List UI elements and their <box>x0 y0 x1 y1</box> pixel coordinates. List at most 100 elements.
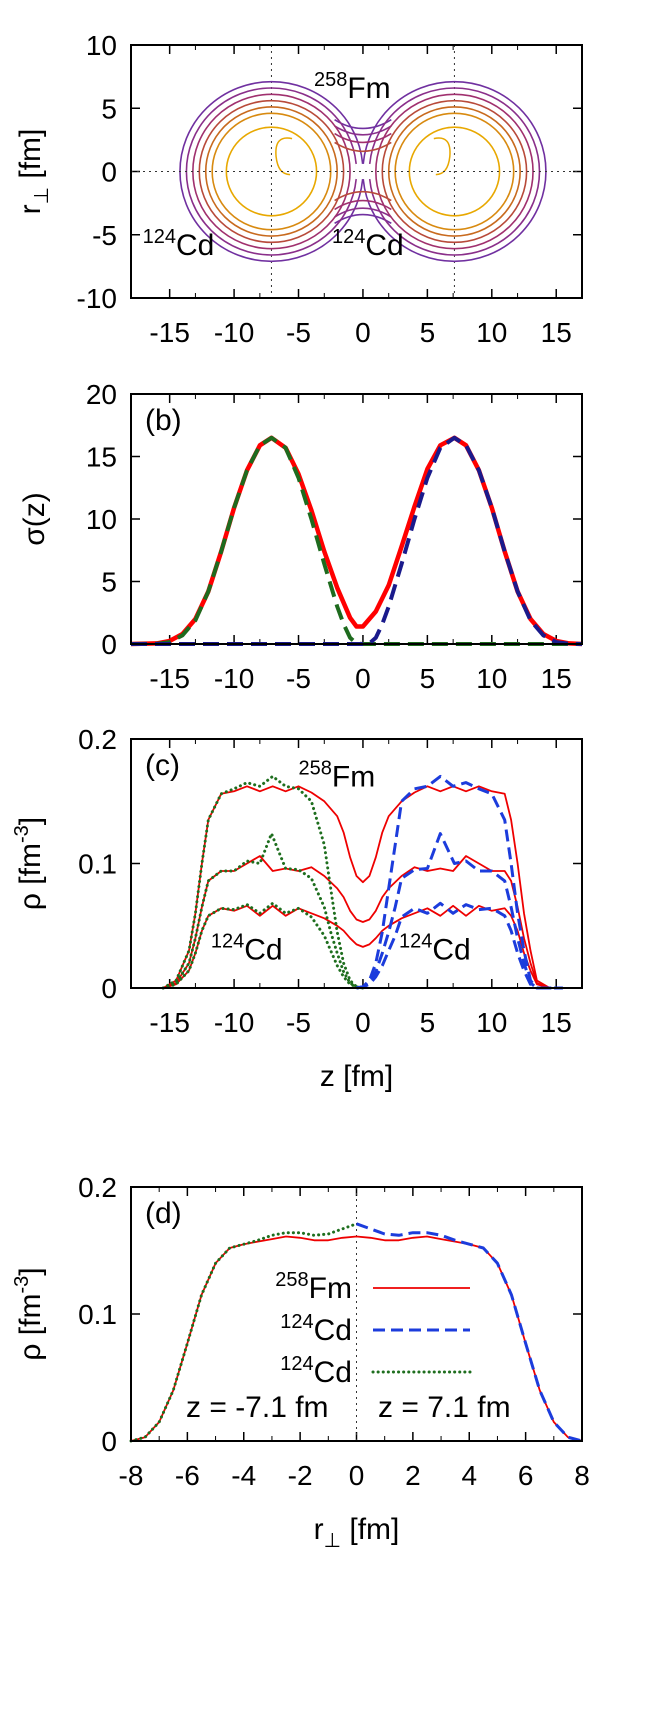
series-line-cd_right <box>355 1222 583 1443</box>
y-axis-label-a-rest: [fm] <box>14 129 47 187</box>
nucleus-label-cd_right-symbol: Cd <box>365 229 403 262</box>
contour-line <box>408 126 501 217</box>
panel-tag: (b) <box>145 404 182 437</box>
x-tick-label: 8 <box>574 1460 590 1491</box>
panel-tag: (c) <box>145 749 180 782</box>
y-axis-label-close: ] <box>14 1267 47 1275</box>
y-axis-label-text: ρ [fm <box>14 1294 47 1361</box>
y-axis-label: ρ [fm-3] <box>11 817 47 910</box>
x-tick-label: -5 <box>286 663 311 694</box>
contour-line <box>198 99 345 244</box>
contour-neck <box>334 141 392 153</box>
nucleus-label-cd_left-symbol: Cd <box>244 933 282 966</box>
legend-mass: 124 <box>280 1311 313 1333</box>
nucleus-label-cd_left-mass: 124 <box>211 930 244 952</box>
x-tick-label: 15 <box>541 317 572 348</box>
y-tick-label: 0.1 <box>78 1299 117 1330</box>
panel-tag: (d) <box>145 1197 182 1230</box>
series-line-fm <box>130 1235 583 1442</box>
y-tick-label: 15 <box>86 442 117 473</box>
y-axis-label-a: r⊥ [fm] <box>14 129 53 215</box>
y-tick-label: -5 <box>92 220 117 251</box>
series-line-left_r3 <box>161 901 365 990</box>
nucleus-label-cd_right-symbol: Cd <box>432 933 470 966</box>
y-tick-label: 0 <box>101 157 117 188</box>
plot-frame <box>130 44 583 299</box>
contour-inner <box>433 137 451 176</box>
x-tick-label: 5 <box>420 317 436 348</box>
y-tick-label: 5 <box>101 93 117 124</box>
nucleus-label-fm-mass: 258 <box>314 69 347 91</box>
legend-symbol: Cd <box>314 1314 352 1347</box>
neck-gap <box>355 163 371 180</box>
y-tick-label: 0.2 <box>78 1172 117 1203</box>
legend-label-cd_left: 124Cd <box>280 1353 352 1389</box>
x-tick-label: -10 <box>214 1007 254 1038</box>
legend-mass: 258 <box>275 1269 308 1291</box>
series-line-left_r2 <box>161 832 365 990</box>
y-tick-label: 0 <box>101 1426 117 1457</box>
x-axis-label: z [fm] <box>320 1060 393 1093</box>
nucleus-label-fm-mass: 258 <box>299 757 332 779</box>
contour-neck <box>334 199 392 211</box>
x-tick-label: 0 <box>355 317 371 348</box>
y-tick-label: -10 <box>77 283 117 314</box>
legend-symbol: Fm <box>309 1272 352 1305</box>
x-tick-label: -15 <box>149 317 189 348</box>
series-line-cd_left <box>129 1222 358 1443</box>
x-axis-label-sub: ⊥ <box>324 1530 341 1552</box>
x-tick-label: 5 <box>420 1007 436 1038</box>
y-tick-label: 0.1 <box>78 849 117 880</box>
x-tick-label: 0 <box>349 1460 365 1491</box>
x-tick-label: 15 <box>541 1007 572 1038</box>
nucleus-label-cd_right-mass: 124 <box>399 930 432 952</box>
series-line-total_r2 <box>162 855 563 989</box>
legend-symbol: Cd <box>314 1356 352 1389</box>
contour-line <box>387 106 521 237</box>
nucleus-label-cd_left: 124Cd <box>143 226 215 262</box>
panel-b-sigma-plot: -15 -10 -5 0 5 10 15 0 5 10 15 20 (b) σ(z) <box>18 379 583 694</box>
x-axis-label-text: r <box>314 1513 324 1546</box>
contour-neck <box>334 132 392 144</box>
x-tick-label: -10 <box>214 317 254 348</box>
y-axis-label-text: ρ [fm <box>14 843 47 910</box>
contour-line <box>225 126 318 217</box>
y-tick-label: 0 <box>101 629 117 660</box>
legend-label-fm: 258Fm <box>275 1269 352 1305</box>
x-tick-label: -2 <box>288 1460 313 1491</box>
plot-frame <box>130 393 583 645</box>
x-tick-label: -15 <box>149 663 189 694</box>
y-tick-label: 10 <box>86 504 117 535</box>
contour-inner <box>275 137 293 176</box>
x-tick-label: -15 <box>149 1007 189 1038</box>
series-line-left_r0 <box>161 774 365 990</box>
y-axis-label-close: ] <box>14 817 47 825</box>
x-tick-label: 10 <box>476 663 507 694</box>
x-tick-label: 5 <box>420 663 436 694</box>
y-axis-label-exp: -3 <box>11 825 33 843</box>
x-tick-label: 10 <box>476 317 507 348</box>
x-tick-label: -6 <box>175 1460 200 1491</box>
plot-frame <box>130 1186 583 1442</box>
series-line-right_r3 <box>356 901 563 990</box>
x-tick-label: -4 <box>231 1460 256 1491</box>
contour-line <box>381 99 528 244</box>
legend-label-cd_right: 124Cd <box>280 1311 352 1347</box>
z-position-left-label: z = -7.1 fm <box>186 1391 329 1424</box>
x-tick-label: 0 <box>355 1007 371 1038</box>
y-axis-label-a-text: r <box>14 204 47 214</box>
nucleus-label-fm: 258Fm <box>299 757 376 793</box>
x-tick-label: 4 <box>461 1460 477 1491</box>
nucleus-label-cd_right: 124Cd <box>332 226 404 262</box>
y-axis-label: σ(z) <box>18 492 51 546</box>
y-tick-label: 20 <box>86 379 117 410</box>
x-tick-label: 2 <box>405 1460 421 1491</box>
x-tick-label: 10 <box>476 1007 507 1038</box>
x-axis-label: r⊥ [fm] <box>314 1513 400 1552</box>
y-axis-label-exp: -3 <box>11 1276 33 1294</box>
x-tick-label: -5 <box>286 317 311 348</box>
series-line-right_r2 <box>356 832 563 990</box>
